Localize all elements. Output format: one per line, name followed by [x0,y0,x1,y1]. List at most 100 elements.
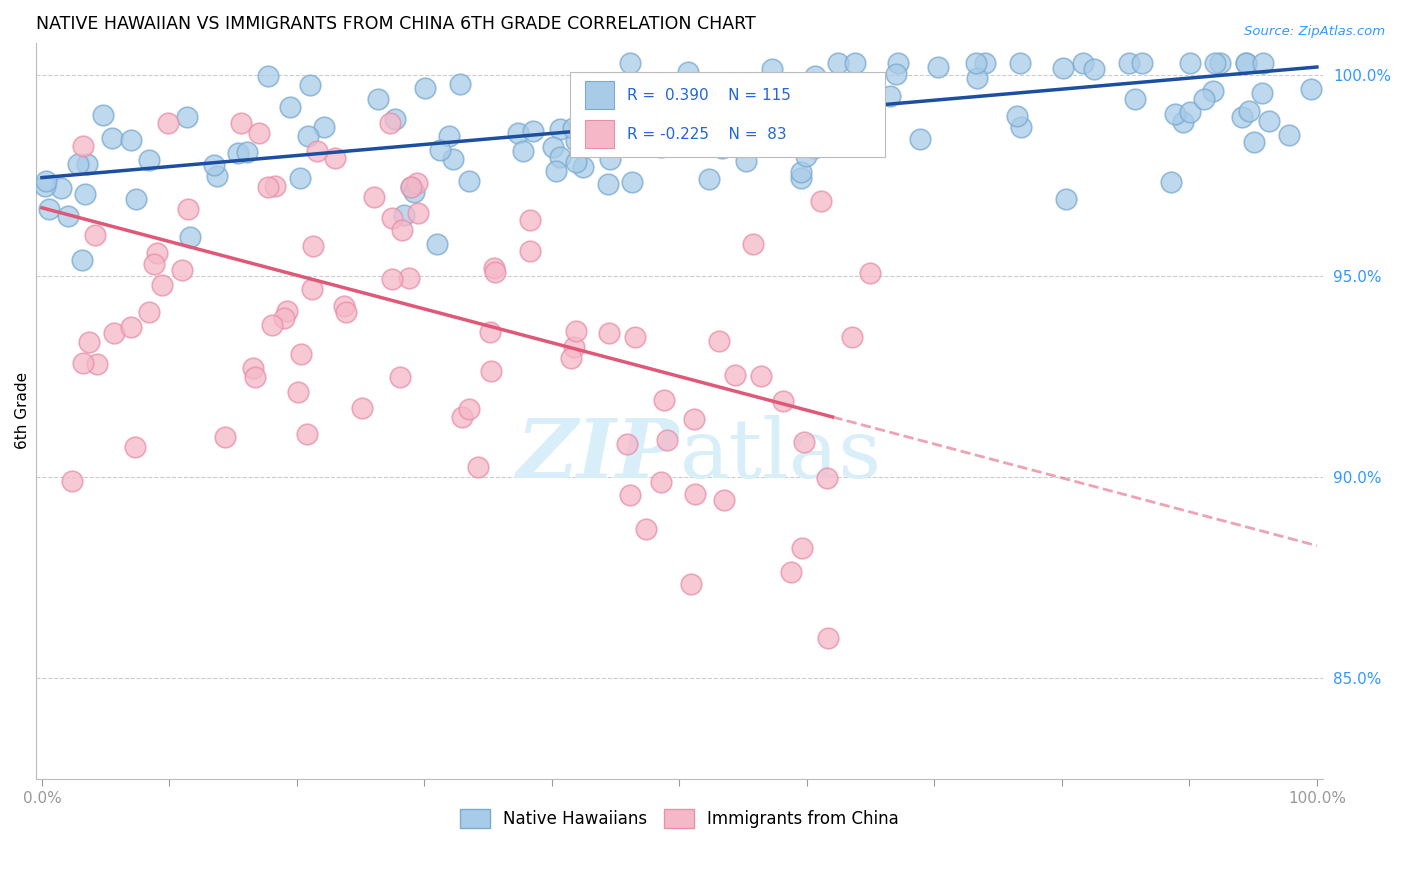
Point [120,319,142,334]
Point [1202,83,1225,97]
Point [519,213,541,227]
Point [179,229,201,244]
Point [1010,56,1032,70]
Point [1118,56,1140,70]
Point [1278,128,1301,142]
Point [156,116,179,130]
Point [176,202,198,216]
Point [683,487,706,501]
Point [1180,56,1202,70]
Point [449,77,471,91]
Point [560,351,582,365]
Point [790,541,813,555]
Point [1178,104,1201,119]
Point [1251,56,1274,70]
Point [170,263,193,277]
Point [565,324,588,338]
Point [35,174,58,188]
Point [381,211,404,225]
Point [821,96,844,111]
Point [124,192,146,206]
Point [388,370,411,384]
Point [484,265,506,279]
Point [650,475,672,489]
Point [392,208,415,222]
Point [399,180,422,194]
Point [297,128,319,143]
Point [565,134,588,148]
Point [1163,107,1185,121]
Point [1010,120,1032,134]
Point [927,60,949,74]
Point [851,113,873,128]
Point [879,89,901,103]
Point [522,124,544,138]
Point [398,270,420,285]
Point [624,134,647,148]
Point [73,187,96,202]
Point [384,112,406,126]
Point [1123,92,1146,106]
Legend: Native Hawaiians, Immigrants from China: Native Hawaiians, Immigrants from China [451,801,907,837]
Point [655,434,678,448]
Point [682,412,704,426]
Text: Source: ZipAtlas.com: Source: ZipAtlas.com [1244,25,1385,38]
Point [242,361,264,376]
Point [402,186,425,200]
Point [399,179,422,194]
Point [815,471,838,485]
Point [1160,175,1182,189]
Point [405,176,427,190]
Point [426,236,449,251]
Point [381,272,404,286]
Point [541,140,564,154]
Point [697,171,720,186]
FancyBboxPatch shape [569,72,886,157]
Point [676,64,699,78]
Point [1234,56,1257,70]
Point [1209,56,1232,70]
Point [439,129,461,144]
Point [1251,86,1274,100]
Point [827,56,849,70]
Point [290,347,312,361]
Point [93,108,115,122]
Point [72,138,94,153]
Point [793,434,815,449]
Point [548,150,571,164]
Point [654,392,676,407]
Point [58,210,80,224]
FancyBboxPatch shape [585,120,614,148]
Point [66,157,89,171]
Point [263,178,285,193]
Point [623,330,645,344]
Point [681,577,703,591]
Point [619,56,641,70]
Point [142,257,165,271]
FancyBboxPatch shape [585,81,614,109]
Point [810,104,832,119]
Point [884,67,907,81]
Point [295,426,318,441]
Point [1204,56,1226,70]
Point [724,368,747,383]
Text: NATIVE HAWAIIAN VS IMMIGRANTS FROM CHINA 6TH GRADE CORRELATION CHART: NATIVE HAWAIIAN VS IMMIGRANTS FROM CHINA… [35,15,755,33]
Text: R = -0.225    N =  83: R = -0.225 N = 83 [627,127,786,142]
Point [844,56,866,70]
Point [842,102,865,116]
Point [596,177,619,191]
Point [302,239,325,253]
Point [1243,136,1265,150]
Point [49,181,72,195]
Point [38,202,60,217]
Point [772,394,794,409]
Point [176,110,198,124]
Point [598,326,620,340]
Point [79,334,101,349]
Point [138,305,160,319]
Point [636,523,658,537]
Point [544,164,567,178]
Point [695,138,717,153]
Point [214,429,236,443]
Point [858,266,880,280]
